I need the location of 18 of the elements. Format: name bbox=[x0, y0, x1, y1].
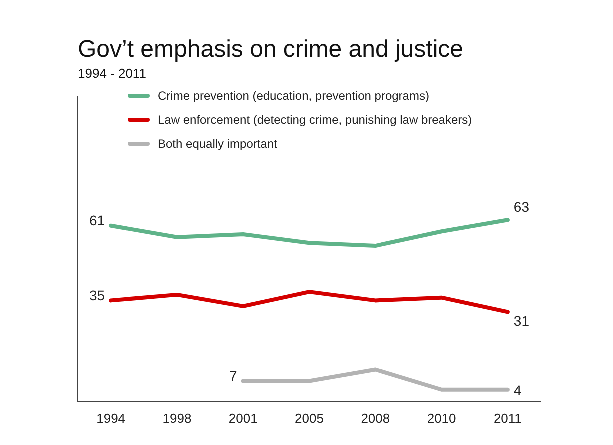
data-label: 63 bbox=[514, 198, 530, 215]
x-tick-label: 2008 bbox=[361, 410, 390, 426]
data-label: 35 bbox=[89, 288, 106, 304]
x-tick-label: 2010 bbox=[427, 410, 456, 426]
x-tick-label: 1998 bbox=[162, 410, 192, 426]
x-tick-label: 2005 bbox=[295, 410, 324, 426]
legend-label: Crime prevention (education, prevention programs) bbox=[158, 89, 430, 103]
data-label: 4 bbox=[514, 382, 522, 399]
data-label: 7 bbox=[230, 368, 238, 384]
legend-label: Law enforcement (detecting crime, punishing law breakers) bbox=[158, 113, 472, 127]
data-label: 31 bbox=[514, 313, 530, 330]
chart-title: Gov’t emphasis on crime and justice bbox=[78, 36, 464, 64]
x-tick-label: 1994 bbox=[96, 410, 126, 426]
chart-subtitle: 1994 - 2011 bbox=[78, 66, 146, 82]
x-tick-label: 2011 bbox=[494, 410, 522, 426]
legend-label: Both equally important bbox=[158, 137, 278, 151]
x-tick-label: 2001 bbox=[228, 410, 258, 426]
data-label: 61 bbox=[89, 212, 106, 229]
